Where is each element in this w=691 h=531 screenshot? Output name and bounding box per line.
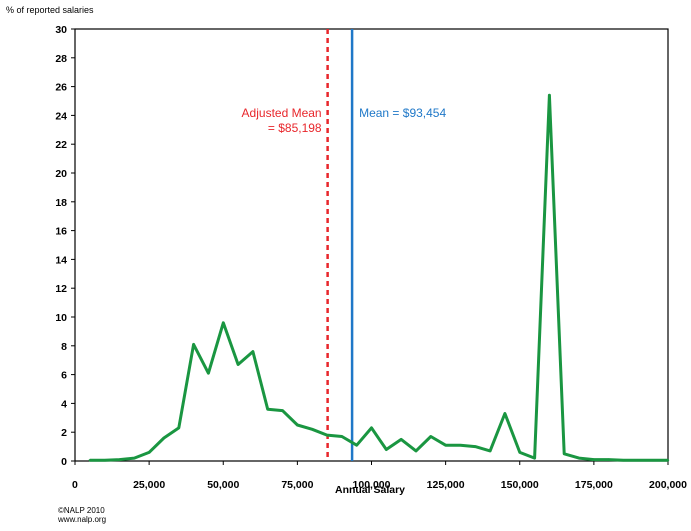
y-tick-label: 8: [61, 341, 67, 353]
data-point: [162, 436, 166, 440]
data-point: [340, 435, 344, 438]
x-tick-label: 75,000: [281, 479, 313, 491]
data-point: [222, 321, 225, 324]
data-point: [414, 449, 418, 453]
data-point: [518, 451, 521, 454]
data-point: [666, 459, 670, 462]
x-tick-label: 150,000: [501, 479, 539, 491]
y-tick-label: 4: [61, 398, 67, 410]
y-tick-label: 22: [55, 139, 67, 151]
data-point: [607, 458, 610, 461]
x-tick-label: 0: [72, 479, 78, 491]
x-tick-label: 175,000: [575, 479, 613, 491]
adjusted-mean-label: Adjusted Mean: [242, 106, 322, 120]
data-point: [533, 456, 536, 460]
data-point: [444, 443, 447, 447]
data-point: [548, 94, 551, 97]
reference-lines: Adjusted Mean= $85,198 Mean = $93,454: [242, 29, 446, 461]
data-point: [281, 409, 284, 412]
website-text: www.nalp.org: [58, 515, 107, 524]
y-tick-label: 14: [55, 254, 67, 266]
data-point: [251, 350, 255, 353]
y-tick-label: 28: [55, 53, 67, 65]
data-point: [311, 428, 314, 431]
data-point: [355, 443, 358, 447]
x-tick-label: 100,000: [353, 479, 391, 491]
data-point: [474, 445, 477, 448]
y-tick-label: 26: [55, 82, 67, 94]
data-point: [236, 363, 240, 366]
y-tick-label: 20: [55, 168, 67, 180]
series-line: [89, 93, 668, 462]
data-point: [622, 459, 625, 462]
data-point: [488, 449, 492, 453]
y-tick-label: 18: [55, 197, 67, 209]
y-tick-label: 30: [55, 24, 67, 36]
x-tick-label: 25,000: [133, 479, 165, 491]
data-point: [88, 459, 92, 462]
data-point: [266, 407, 269, 411]
series-group: [88, 93, 670, 462]
mean-label: Mean = $93,454: [359, 106, 446, 120]
y-tick-label: 24: [55, 110, 67, 122]
x-tick-label: 200,000: [649, 479, 687, 491]
data-point: [459, 443, 462, 447]
data-point: [192, 343, 195, 346]
data-point: [637, 459, 640, 462]
data-point: [651, 459, 655, 462]
x-axis-label: Annual Salary: [335, 484, 405, 496]
y-tick-label: 6: [61, 370, 67, 382]
adjusted-mean-label: = $85,198: [268, 121, 322, 135]
data-point: [592, 458, 596, 461]
copyright-text: ©NALP 2010: [58, 506, 105, 515]
y-tick-label: 12: [55, 283, 67, 295]
data-point: [207, 371, 210, 375]
y-tick-label: 0: [61, 456, 67, 468]
data-point: [577, 456, 581, 460]
data-point: [147, 451, 151, 454]
data-point: [503, 412, 507, 415]
data-point: [118, 458, 121, 461]
data-point: [177, 426, 180, 430]
y-tick-label: 2: [61, 427, 67, 439]
y-tick-label: 10: [55, 312, 67, 324]
data-point: [563, 452, 566, 455]
data-point: [429, 435, 432, 438]
data-point: [370, 426, 373, 430]
data-point: [133, 456, 136, 460]
data-point: [296, 423, 299, 427]
axes: [74, 28, 669, 462]
plot-frame: [74, 28, 669, 462]
data-point: [325, 433, 329, 437]
y-tick-label: 16: [55, 226, 67, 238]
y-axis-label: % of reported salaries: [6, 5, 94, 15]
x-tick-label: 125,000: [427, 479, 465, 491]
x-tick-label: 50,000: [207, 479, 239, 491]
data-point: [385, 448, 388, 451]
data-point: [399, 438, 403, 441]
data-point: [103, 459, 106, 462]
